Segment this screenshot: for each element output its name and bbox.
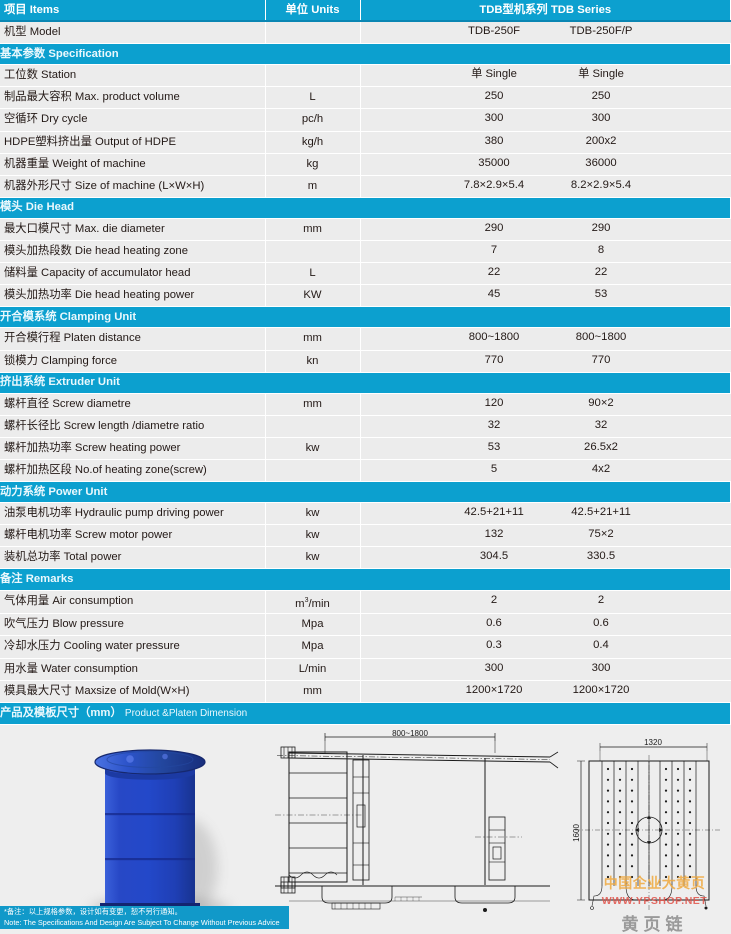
svg-text:1320: 1320 [644, 738, 662, 747]
svg-text:800~1800: 800~1800 [392, 729, 428, 738]
svg-text:1600: 1600 [572, 823, 581, 841]
